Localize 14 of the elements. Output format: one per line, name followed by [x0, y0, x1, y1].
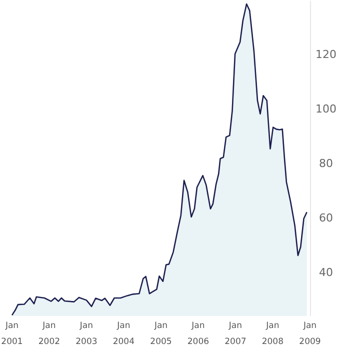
y-tick-label: 80 — [319, 157, 333, 170]
x-tick-label: Jan 2003 — [76, 321, 98, 347]
x-tick-label: Jan 2004 — [112, 321, 134, 347]
x-tick-label: Jan 2001 — [1, 321, 23, 347]
y-tick-label: 40 — [319, 266, 333, 280]
x-tick-label: Jan 2006 — [187, 321, 210, 347]
x-tick-label: Jan 2007 — [224, 321, 246, 347]
x-tick-label: Jan 2005 — [150, 321, 172, 347]
x-tick-label: Jan 2009 — [299, 321, 321, 347]
x-tick-label: Jan 2002 — [38, 321, 60, 347]
y-tick-label: 120 — [316, 48, 336, 62]
y-tick-label: 60 — [319, 212, 333, 225]
y-tick-label: 100 — [316, 102, 336, 116]
x-tick-label: Jan 2008 — [262, 321, 284, 347]
